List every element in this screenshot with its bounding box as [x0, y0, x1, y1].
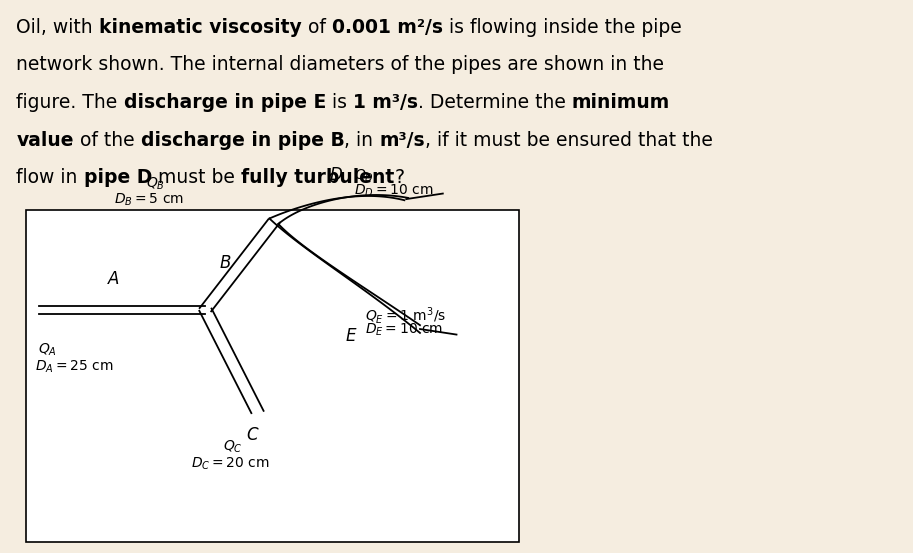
Text: $E$: $E$	[345, 327, 358, 346]
Text: 0.001 m²/s: 0.001 m²/s	[331, 18, 443, 36]
Text: fully turbulent: fully turbulent	[241, 168, 394, 187]
Text: $B$: $B$	[219, 254, 232, 272]
Text: network shown. The internal diameters of the pipes are shown in the: network shown. The internal diameters of…	[16, 55, 665, 74]
Text: $D$: $D$	[329, 165, 342, 184]
Text: flow in: flow in	[16, 168, 84, 187]
Text: discharge in pipe B: discharge in pipe B	[141, 131, 344, 149]
Text: $D_A = 25$ cm: $D_A = 25$ cm	[35, 358, 113, 375]
Text: $D_C = 20$ cm: $D_C = 20$ cm	[191, 455, 269, 472]
Text: . Determine the: . Determine the	[418, 93, 572, 112]
Text: $A$: $A$	[107, 269, 120, 288]
Text: $D_B = 5$ cm: $D_B = 5$ cm	[114, 191, 184, 208]
Text: of the: of the	[74, 131, 141, 149]
Text: minimum: minimum	[572, 93, 670, 112]
Text: discharge in pipe E: discharge in pipe E	[123, 93, 326, 112]
Text: value: value	[16, 131, 74, 149]
Text: m³/s: m³/s	[380, 131, 425, 149]
Text: pipe D: pipe D	[84, 168, 152, 187]
Text: ?: ?	[394, 168, 404, 187]
Text: $C$: $C$	[247, 426, 259, 444]
Text: $D_D = 10$ cm: $D_D = 10$ cm	[354, 182, 434, 199]
Text: 1 m³/s: 1 m³/s	[353, 93, 418, 112]
Text: $Q_C$: $Q_C$	[223, 439, 243, 455]
Text: Oil, with: Oil, with	[16, 18, 99, 36]
Text: is: is	[326, 93, 353, 112]
Text: $Q_B$: $Q_B$	[146, 176, 164, 192]
Text: $Q_A$: $Q_A$	[38, 342, 58, 358]
Text: , in: , in	[344, 131, 380, 149]
FancyBboxPatch shape	[26, 210, 519, 542]
Text: $Q_D$: $Q_D$	[354, 167, 374, 184]
Text: $D_E = 10$ cm: $D_E = 10$ cm	[365, 322, 444, 338]
Text: of: of	[302, 18, 331, 36]
Text: , if it must be ensured that the: , if it must be ensured that the	[425, 131, 713, 149]
Text: figure. The: figure. The	[16, 93, 123, 112]
Text: must be: must be	[152, 168, 241, 187]
Text: is flowing inside the pipe: is flowing inside the pipe	[443, 18, 681, 36]
Text: kinematic viscosity: kinematic viscosity	[99, 18, 302, 36]
Text: $Q_E = 1\ \mathrm{m^3/s}$: $Q_E = 1\ \mathrm{m^3/s}$	[365, 305, 446, 326]
